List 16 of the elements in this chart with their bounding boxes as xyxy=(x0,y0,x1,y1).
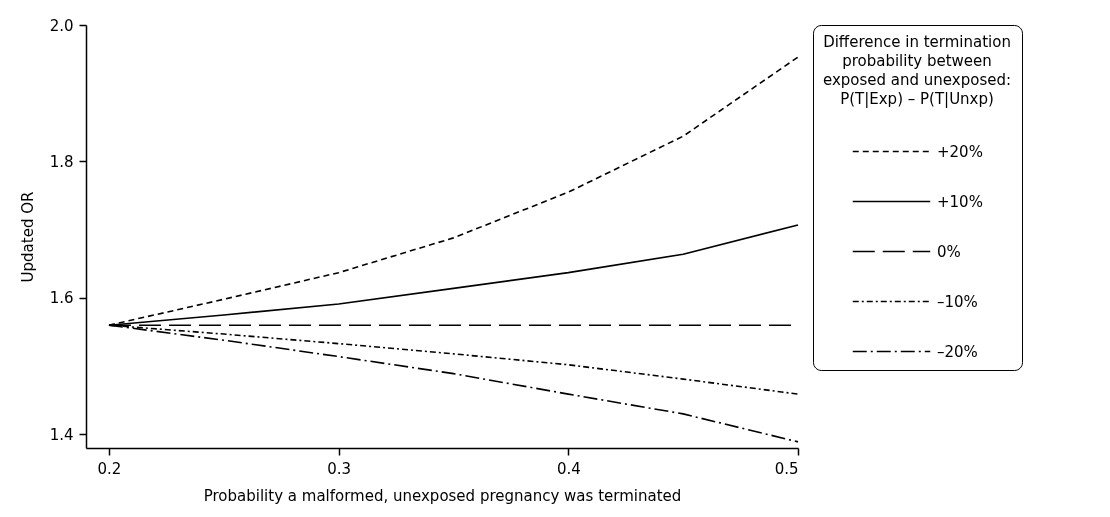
y-tick-label: 1.8 xyxy=(49,152,74,171)
x-tick-label: 0.5 xyxy=(774,459,799,478)
x-axis-title: Probability a malformed, unexposed pregnancy was terminated xyxy=(203,486,682,505)
x-tick-label: 0.2 xyxy=(97,459,122,478)
legend-title: Difference in termination probability between exposed and unexposed: P(T|Exp) – P(T|Unxp) xyxy=(822,33,1012,108)
y-tick-label: 1.4 xyxy=(49,425,74,444)
text: –20% xyxy=(937,342,978,361)
text: +10% xyxy=(937,192,983,211)
x-tick-label: 0.3 xyxy=(327,459,352,478)
y-tick-label: 1.6 xyxy=(49,289,74,308)
text: 0% xyxy=(937,242,961,261)
y-axis-title: Updated OR xyxy=(18,191,37,283)
text: –10% xyxy=(937,292,978,311)
x-tick-label: 0.4 xyxy=(556,459,581,478)
y-tick-label: 2.0 xyxy=(49,16,74,35)
text: +20% xyxy=(937,142,983,161)
